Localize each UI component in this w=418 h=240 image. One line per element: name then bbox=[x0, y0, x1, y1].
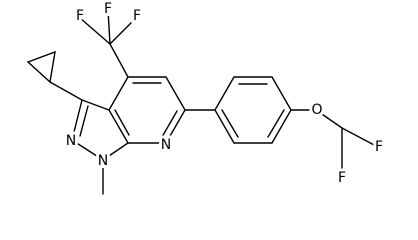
double-bond bbox=[161, 110, 178, 138]
atom-label: N bbox=[66, 133, 76, 149]
cf-bond bbox=[341, 127, 377, 147]
phenyl-ring bbox=[214, 76, 292, 144]
atom-labels: F F F N N N O F F bbox=[63, 0, 386, 189]
cyclopropyl-bond bbox=[49, 81, 83, 101]
ether-bond bbox=[315, 109, 343, 129]
pyrazole-ring bbox=[71, 99, 129, 161]
molecule-diagram: F F F N N N O F F bbox=[26, 0, 386, 195]
double-bond bbox=[221, 109, 239, 138]
cf-bond bbox=[79, 17, 111, 45]
atom-label: F bbox=[76, 8, 84, 24]
atom-label: N bbox=[98, 153, 108, 169]
atom-label: N bbox=[161, 137, 171, 153]
atom-label: F bbox=[375, 139, 383, 155]
double-bond bbox=[267, 109, 285, 138]
double-bond bbox=[114, 109, 130, 136]
atom-label: F bbox=[133, 8, 141, 24]
cf-bond bbox=[107, 9, 111, 45]
double-bond bbox=[79, 105, 89, 137]
atom-label: O bbox=[311, 102, 322, 118]
cf-bond bbox=[109, 17, 137, 45]
cyclopropane-ring bbox=[26, 50, 56, 84]
atom-label: F bbox=[104, 1, 112, 17]
atom-label: F bbox=[338, 170, 346, 186]
cf3-bond bbox=[109, 43, 129, 78]
bonds bbox=[26, 9, 377, 195]
pyridine-ring bbox=[108, 76, 186, 144]
